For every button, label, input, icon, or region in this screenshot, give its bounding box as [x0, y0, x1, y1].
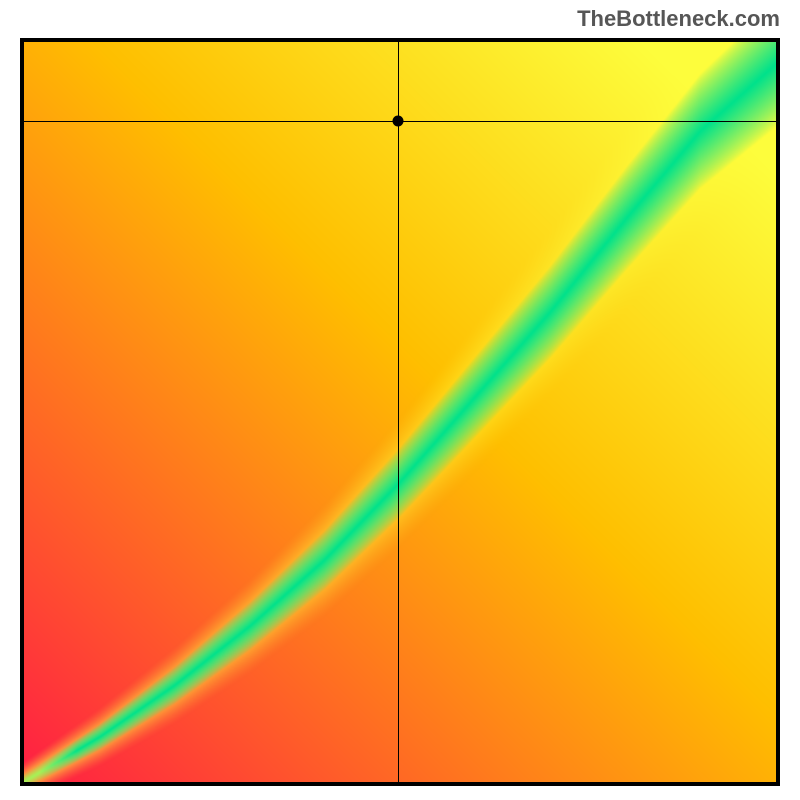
watermark-text: TheBottleneck.com: [577, 6, 780, 32]
heatmap-canvas: [24, 42, 776, 782]
heatmap-plot-area: [20, 38, 780, 786]
crosshair-vertical: [398, 42, 399, 782]
crosshair-marker: [392, 116, 403, 127]
